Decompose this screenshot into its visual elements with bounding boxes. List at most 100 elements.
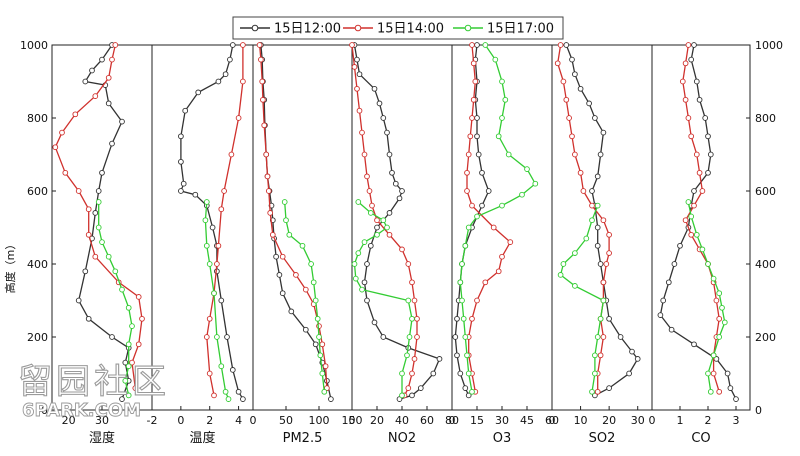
data-point bbox=[229, 42, 236, 48]
data-point bbox=[273, 253, 279, 260]
data-point bbox=[269, 231, 276, 238]
data-point bbox=[264, 173, 271, 180]
data-point bbox=[592, 115, 598, 121]
data-point bbox=[465, 392, 472, 399]
data-point bbox=[462, 385, 469, 391]
x-tick-label: 20 bbox=[370, 414, 384, 427]
x-tick-label: 0 bbox=[449, 414, 456, 427]
data-point bbox=[374, 224, 380, 231]
data-point bbox=[685, 42, 692, 48]
data-point bbox=[299, 242, 306, 249]
data-point bbox=[132, 385, 139, 391]
data-point bbox=[293, 272, 299, 278]
data-point bbox=[606, 385, 612, 391]
data-point bbox=[276, 272, 283, 278]
data-point bbox=[52, 144, 59, 151]
data-point bbox=[710, 370, 717, 377]
y-tick-label: 600 bbox=[27, 185, 48, 198]
data-point bbox=[719, 304, 725, 311]
series-line bbox=[559, 205, 605, 392]
data-point bbox=[474, 115, 480, 121]
data-point bbox=[405, 385, 412, 391]
panel-frame bbox=[151, 44, 254, 411]
data-point bbox=[469, 202, 475, 209]
data-point bbox=[569, 133, 575, 140]
data-point bbox=[464, 352, 470, 359]
panel: 0 1 2 3 CO bbox=[649, 42, 751, 446]
data-point bbox=[105, 253, 112, 260]
data-point bbox=[374, 231, 380, 238]
data-point bbox=[589, 188, 595, 194]
data-point bbox=[384, 129, 390, 136]
data-point bbox=[359, 286, 365, 293]
data-point bbox=[59, 129, 65, 136]
data-point bbox=[82, 78, 89, 85]
data-point bbox=[519, 191, 525, 198]
x-tick-label: 100 bbox=[309, 414, 330, 427]
y-tick-label: 1000 bbox=[20, 39, 48, 52]
x-tick-label: 0 bbox=[177, 414, 184, 427]
data-point bbox=[125, 304, 132, 311]
data-point bbox=[495, 133, 502, 140]
data-point bbox=[283, 217, 289, 224]
data-point bbox=[499, 253, 505, 260]
data-point bbox=[733, 396, 739, 402]
data-point bbox=[716, 388, 723, 395]
data-point bbox=[192, 191, 199, 198]
data-point bbox=[85, 315, 92, 322]
data-point bbox=[72, 111, 79, 118]
data-point bbox=[361, 151, 368, 158]
data-point bbox=[479, 202, 485, 209]
data-point bbox=[716, 334, 723, 340]
data-point bbox=[600, 279, 607, 286]
data-point bbox=[109, 334, 115, 340]
y-tick-label: 0 bbox=[41, 404, 48, 417]
data-point bbox=[256, 42, 263, 48]
data-point bbox=[505, 151, 512, 158]
data-point bbox=[405, 261, 412, 267]
x-tick-label: 15 bbox=[470, 414, 484, 427]
data-point bbox=[135, 294, 142, 300]
data-point bbox=[470, 96, 477, 103]
data-point bbox=[317, 352, 324, 359]
series-line bbox=[459, 44, 537, 392]
y-tick-label-right: 1000 bbox=[755, 39, 783, 52]
data-point bbox=[206, 315, 213, 322]
data-point bbox=[386, 151, 393, 158]
data-point bbox=[554, 60, 561, 67]
data-point bbox=[214, 334, 220, 340]
x-tick-label: -2 bbox=[147, 414, 158, 427]
x-tick-label: 0 bbox=[349, 414, 356, 427]
panel: 0 15 30 45 60 O3 bbox=[449, 42, 559, 446]
y-tick-label-right: 600 bbox=[755, 185, 776, 198]
data-point bbox=[319, 341, 326, 348]
data-point bbox=[499, 78, 505, 85]
data-point bbox=[319, 370, 326, 377]
data-point bbox=[312, 297, 319, 304]
data-point bbox=[308, 261, 314, 267]
data-point bbox=[129, 323, 135, 329]
data-point bbox=[310, 279, 317, 286]
data-point bbox=[716, 315, 723, 322]
data-point bbox=[409, 392, 415, 399]
x-tick-label: 2 bbox=[206, 414, 213, 427]
panel-frame bbox=[351, 44, 453, 411]
data-point bbox=[462, 242, 469, 249]
data-point bbox=[557, 272, 564, 278]
data-point bbox=[92, 93, 99, 99]
data-point bbox=[682, 60, 689, 67]
data-point bbox=[75, 297, 82, 304]
x-tick-label: 20 bbox=[62, 414, 76, 427]
data-point bbox=[354, 85, 360, 92]
data-point bbox=[314, 315, 321, 322]
data-point bbox=[229, 367, 236, 373]
data-point bbox=[436, 356, 443, 362]
data-point bbox=[92, 253, 99, 260]
panel-label: SO2 bbox=[589, 431, 616, 446]
data-point bbox=[459, 261, 465, 267]
data-point bbox=[122, 377, 129, 384]
data-point bbox=[279, 290, 286, 297]
data-point bbox=[371, 85, 378, 92]
data-point bbox=[710, 275, 717, 282]
data-point bbox=[454, 315, 460, 322]
